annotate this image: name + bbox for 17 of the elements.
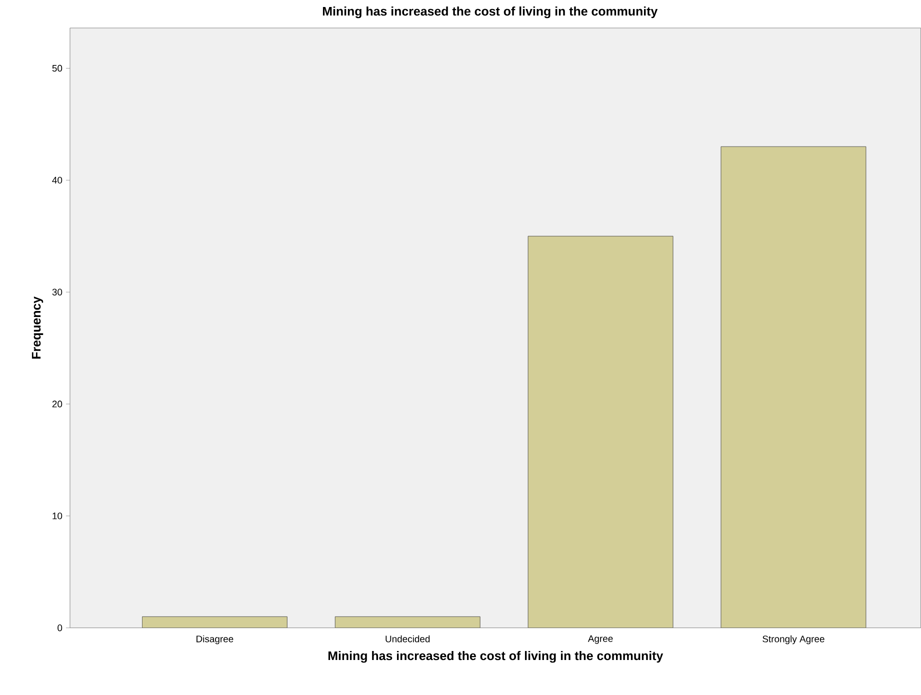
bar bbox=[720, 146, 866, 628]
x-tick-label: Undecided bbox=[386, 635, 430, 642]
y-tick-label: 40 bbox=[52, 176, 62, 184]
x-axis-title: Mining has increased the cost of living in the community bbox=[328, 651, 664, 663]
x-tick-label: Disagree bbox=[196, 635, 234, 644]
y-tick-label: 10 bbox=[52, 512, 62, 520]
y-tick-label: 50 bbox=[52, 64, 62, 72]
y-tick-label: 30 bbox=[52, 288, 62, 296]
y-tick-label: 20 bbox=[52, 400, 62, 408]
bar bbox=[334, 616, 480, 628]
y-axis-title: Frequency bbox=[32, 296, 44, 359]
x-tick-label: Agree bbox=[588, 635, 613, 644]
bar bbox=[528, 236, 674, 628]
x-tick-label: Strongly Agree bbox=[762, 635, 824, 644]
bar bbox=[142, 616, 288, 628]
y-tick-label: 0 bbox=[58, 624, 62, 632]
chart-title: Mining has increased the cost of living in the community bbox=[322, 6, 658, 18]
